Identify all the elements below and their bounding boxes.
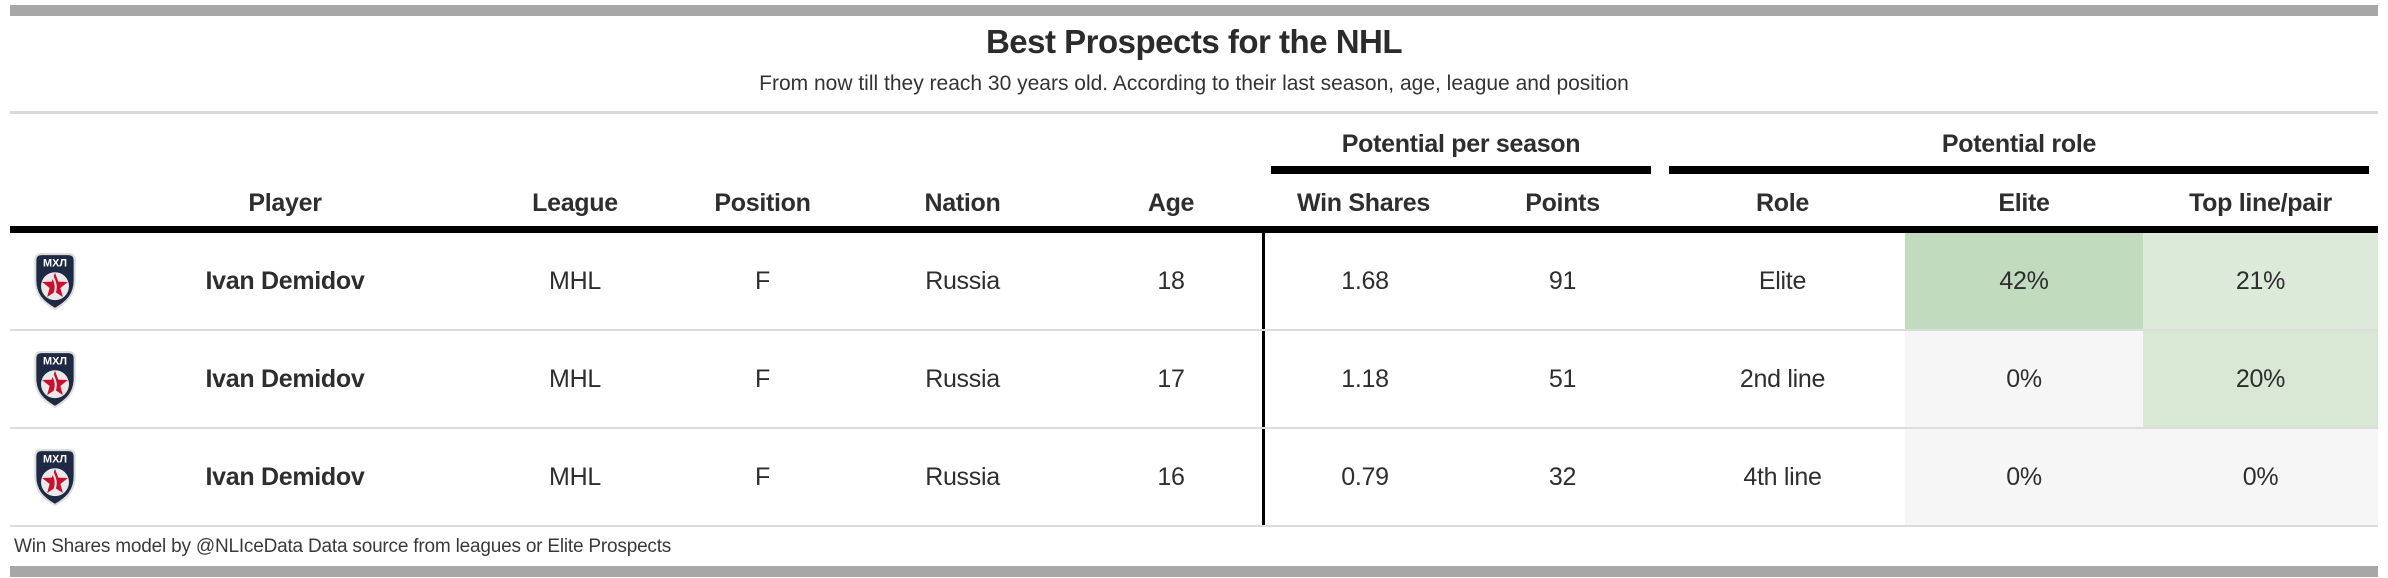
mhl-shield-logo-icon: МХЛ (34, 253, 76, 310)
header-separator (10, 111, 2378, 114)
column-header-logo-spacer (10, 174, 100, 226)
player-name: Ivan Demidov (205, 462, 365, 491)
column-header-player: Player (248, 188, 322, 217)
points-value: 32 (1548, 462, 1577, 491)
role-value: 2nd line (1739, 364, 1826, 393)
win-shares-value: 1.18 (1262, 331, 1465, 427)
points-value: 91 (1548, 266, 1577, 295)
top-line-percent-cell: 20% (2143, 331, 2378, 427)
group-header-potential-per-season: Potential per season (1271, 114, 1651, 174)
table-row: МХЛ Ivan Demidov MHL F Russia 17 1.18 51… (10, 329, 2378, 427)
team-logo-cell: МХЛ (10, 233, 100, 329)
column-header-nation: Nation (924, 188, 1001, 217)
points-value: 51 (1548, 364, 1577, 393)
top-rule-bar (10, 5, 2378, 16)
top-line-percent-cell: 0% (2143, 429, 2378, 525)
page-subtitle: From now till they reach 30 years old. A… (759, 72, 1629, 95)
infographic-canvas: Best Prospects for the NHL From now till… (10, 5, 2378, 577)
age-value: 18 (1157, 266, 1185, 295)
nation-value: Russia (925, 462, 1000, 491)
player-name: Ivan Demidov (205, 266, 365, 295)
page-title: Best Prospects for the NHL (985, 23, 1403, 60)
league-value: MHL (549, 266, 601, 295)
table-column-header-row: Player League Position Nation Age Win Sh… (10, 174, 2378, 233)
credit-text: Win Shares model by @NLIceData Data sour… (14, 535, 672, 557)
top-line-percent-cell: 21% (2143, 233, 2378, 329)
position-value: F (755, 364, 770, 393)
table-row: МХЛ Ivan Demidov MHL F Russia 18 1.68 91… (10, 233, 2378, 329)
column-header-role: Role (1756, 188, 1809, 217)
role-value: 4th line (1743, 462, 1822, 491)
table-row: МХЛ Ivan Demidov MHL F Russia 16 0.79 32… (10, 427, 2378, 525)
footer-separator (10, 525, 2378, 527)
svg-text:МХЛ: МХЛ (43, 454, 67, 466)
column-header-age: Age (1147, 188, 1195, 217)
team-logo-cell: МХЛ (10, 331, 100, 427)
column-header-elite: Elite (1998, 188, 2050, 217)
player-name: Ivan Demidov (205, 364, 365, 393)
team-logo-cell: МХЛ (10, 429, 100, 525)
svg-text:МХЛ: МХЛ (43, 356, 67, 368)
role-value: Elite (1758, 266, 1807, 295)
column-header-league: League (532, 188, 618, 217)
column-header-points: Points (1525, 188, 1600, 217)
age-value: 17 (1157, 364, 1185, 393)
svg-text:МХЛ: МХЛ (43, 258, 67, 270)
column-header-position: Position (714, 188, 811, 217)
bottom-rule-bar (10, 566, 2378, 577)
mhl-shield-logo-icon: МХЛ (34, 351, 76, 408)
table-group-header-row: Potential per season Potential role (10, 114, 2378, 174)
column-header-win-shares: Win Shares (1297, 188, 1430, 217)
win-shares-value: 0.79 (1262, 429, 1465, 525)
elite-percent-cell: 42% (1905, 233, 2143, 329)
age-value: 16 (1157, 462, 1185, 491)
nation-value: Russia (925, 364, 1000, 393)
mhl-shield-logo-icon: МХЛ (34, 449, 76, 506)
league-value: MHL (549, 462, 601, 491)
win-shares-value: 1.68 (1262, 233, 1465, 329)
nation-value: Russia (925, 266, 1000, 295)
elite-percent-cell: 0% (1905, 429, 2143, 525)
league-value: MHL (549, 364, 601, 393)
group-header-potential-role: Potential role (1669, 114, 2369, 174)
elite-percent-cell: 0% (1905, 331, 2143, 427)
position-value: F (755, 462, 770, 491)
column-header-top-line-pair: Top line/pair (2189, 188, 2332, 217)
position-value: F (755, 266, 770, 295)
